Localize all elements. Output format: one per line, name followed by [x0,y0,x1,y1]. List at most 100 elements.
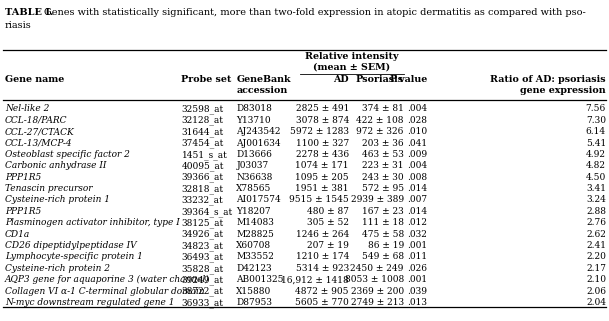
Text: .014: .014 [407,184,427,193]
Text: 33232_at: 33232_at [181,195,224,205]
Text: Cysteine-rich protein 2: Cysteine-rich protein 2 [5,264,110,273]
Text: 1100 ± 327: 1100 ± 327 [296,139,349,148]
Text: CCL-13/MCP-4: CCL-13/MCP-4 [5,139,72,148]
Text: 40095_at: 40095_at [181,161,224,171]
Text: 2825 ± 491: 2825 ± 491 [295,104,349,113]
Text: Y13710: Y13710 [236,116,271,125]
Text: 3.41: 3.41 [586,184,606,193]
Text: 2.06: 2.06 [586,287,606,296]
Text: 111 ± 18: 111 ± 18 [362,218,404,227]
Text: 2278 ± 436: 2278 ± 436 [296,150,349,159]
Text: .009: .009 [407,150,427,159]
Text: X78565: X78565 [236,184,272,193]
Text: D87953: D87953 [236,298,272,307]
Text: M33552: M33552 [236,252,274,262]
Text: 2.04: 2.04 [586,298,606,307]
Text: CD26 dipeptidylpeptidase IV: CD26 dipeptidylpeptidase IV [5,241,136,250]
Text: 972 ± 326: 972 ± 326 [356,127,404,136]
Text: 5.41: 5.41 [586,139,606,148]
Text: 1246 ± 264: 1246 ± 264 [296,230,349,239]
Text: J03037: J03037 [236,161,269,170]
Text: 38722_at: 38722_at [181,287,224,296]
Text: riasis: riasis [5,21,32,30]
Text: Lymphocyte-specific protein 1: Lymphocyte-specific protein 1 [5,252,143,262]
Text: 31644_at: 31644_at [181,127,224,137]
Text: 34926_at: 34926_at [181,230,224,239]
Text: 2.76: 2.76 [586,218,606,227]
Text: .011: .011 [407,252,427,262]
Text: X15880: X15880 [236,287,272,296]
Text: 2.20: 2.20 [586,252,606,262]
Text: 1210 ± 174: 1210 ± 174 [295,252,349,262]
Text: D42123: D42123 [236,264,272,273]
Text: .032: .032 [407,230,427,239]
Text: D83018: D83018 [236,104,272,113]
Text: 1074 ± 171: 1074 ± 171 [295,161,349,170]
Text: .026: .026 [407,264,427,273]
Text: 2939 ± 389: 2939 ± 389 [351,195,404,204]
Text: 305 ± 52: 305 ± 52 [307,218,349,227]
Text: 2.62: 2.62 [586,230,606,239]
Text: .004: .004 [407,104,427,113]
Text: TABLE I.: TABLE I. [5,8,53,17]
Text: 4.50: 4.50 [586,173,606,182]
Text: 203 ± 36: 203 ± 36 [362,139,404,148]
Text: 16,912 ± 1418: 16,912 ± 1418 [281,275,349,284]
Text: P value: P value [390,75,427,84]
Text: Osteoblast specific factor 2: Osteoblast specific factor 2 [5,150,130,159]
Text: 36493_at: 36493_at [181,252,224,262]
Text: AJ243542: AJ243542 [236,127,281,136]
Text: 2.10: 2.10 [586,275,606,284]
Text: 1451_s_at: 1451_s_at [181,150,227,160]
Text: Gene name: Gene name [5,75,64,84]
Text: 6.14: 6.14 [586,127,606,136]
Text: CD1a: CD1a [5,230,30,239]
Text: 572 ± 95: 572 ± 95 [362,184,404,193]
Text: Tenascin precursor: Tenascin precursor [5,184,93,193]
Text: .014: .014 [407,207,427,216]
Text: 3.24: 3.24 [586,195,606,204]
Text: .041: .041 [407,139,427,148]
Text: 422 ± 108: 422 ± 108 [356,116,404,125]
Text: 86 ± 19: 86 ± 19 [367,241,404,250]
Text: 2.41: 2.41 [586,241,606,250]
Text: N36638: N36638 [236,173,273,182]
Text: 4.82: 4.82 [586,161,606,170]
Text: Relative intensity
(mean ± SEM): Relative intensity (mean ± SEM) [305,52,399,71]
Text: CCL-27/CTACK: CCL-27/CTACK [5,127,75,136]
Text: 243 ± 30: 243 ± 30 [362,173,404,182]
Text: 7.56: 7.56 [586,104,606,113]
Text: 39249_at: 39249_at [181,275,224,285]
Text: 32818_at: 32818_at [181,184,224,194]
Text: .007: .007 [407,195,427,204]
Text: .028: .028 [407,116,427,125]
Text: Y18207: Y18207 [236,207,271,216]
Text: 1095 ± 205: 1095 ± 205 [295,173,349,182]
Text: M28825: M28825 [236,230,274,239]
Text: 35828_at: 35828_at [181,264,224,273]
Text: 223 ± 31: 223 ± 31 [362,161,404,170]
Text: 5605 ± 770: 5605 ± 770 [295,298,349,307]
Text: 4.92: 4.92 [586,150,606,159]
Text: .008: .008 [407,173,427,182]
Text: 37454_at: 37454_at [181,139,224,148]
Text: Cysteine-rich protein 1: Cysteine-rich protein 1 [5,195,110,204]
Text: 549 ± 68: 549 ± 68 [362,252,404,262]
Text: 38125_at: 38125_at [181,218,224,228]
Text: 34823_at: 34823_at [181,241,224,251]
Text: 5972 ± 1283: 5972 ± 1283 [290,127,349,136]
Text: 9515 ± 1545: 9515 ± 1545 [289,195,349,204]
Text: Collagen VI α-1 C-terminal globular domain: Collagen VI α-1 C-terminal globular doma… [5,287,205,296]
Text: 2.17: 2.17 [586,264,606,273]
Text: AQP3 gene for aquaporine 3 (water channel): AQP3 gene for aquaporine 3 (water channe… [5,275,209,284]
Text: .004: .004 [407,161,427,170]
Text: 475 ± 58: 475 ± 58 [362,230,404,239]
Text: 480 ± 87: 480 ± 87 [307,207,349,216]
Text: 2369 ± 200: 2369 ± 200 [351,287,404,296]
Text: X60708: X60708 [236,241,272,250]
Text: 7.30: 7.30 [586,116,606,125]
Text: .010: .010 [407,127,427,136]
Text: 4872 ± 905: 4872 ± 905 [295,287,349,296]
Text: 2450 ± 249: 2450 ± 249 [350,264,404,273]
Text: 32128_at: 32128_at [181,116,224,126]
